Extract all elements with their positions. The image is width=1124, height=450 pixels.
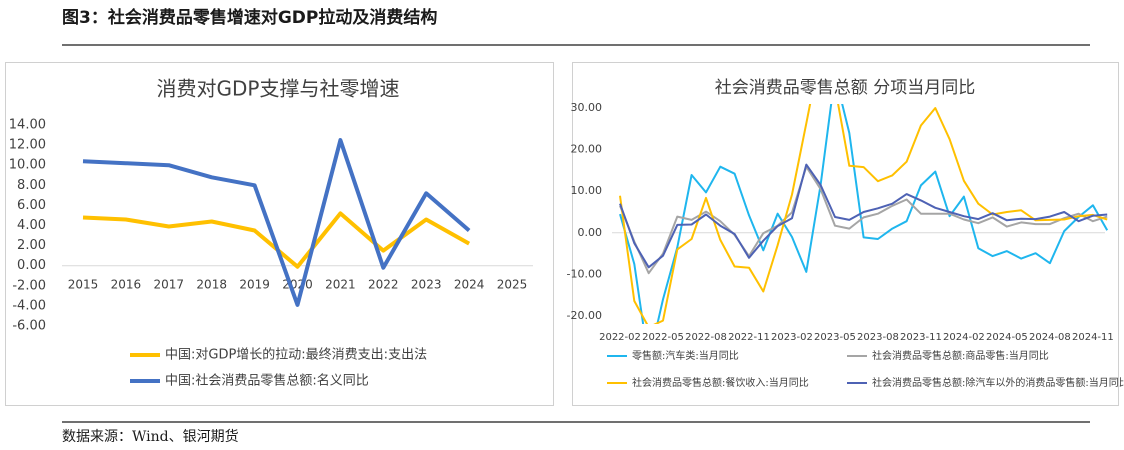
x-tick-label: 2019 xyxy=(239,278,270,292)
x-tick-label: 2023 xyxy=(411,278,442,292)
y-tick-label: 12.00 xyxy=(9,138,46,153)
y-tick-label: -20.00 xyxy=(567,309,602,322)
legend-label: 中国:对GDP增长的拉动:最终消费支出:支出法 xyxy=(165,347,427,363)
x-tick-label: 2022-05 xyxy=(642,332,684,343)
y-tick-label: 0.00 xyxy=(17,258,46,273)
series-line xyxy=(619,104,1109,324)
x-tick-label: 2024-05 xyxy=(986,332,1028,343)
y-tick-label: -6.00 xyxy=(12,319,46,334)
y-tick-label: 30.00 xyxy=(571,101,603,114)
legend-label: 社会消费品零售总额:餐饮收入:当月同比 xyxy=(632,376,809,389)
y-tick-label: 10.00 xyxy=(571,184,603,197)
chart-title: 社会消费品零售总额 分项当月同比 xyxy=(715,78,975,98)
x-tick-label: 2023-08 xyxy=(857,332,899,343)
source-note: 数据来源：Wind、银河期货 xyxy=(62,428,239,445)
x-tick-label: 2022 xyxy=(368,278,399,292)
y-tick-label: 6.00 xyxy=(17,198,46,213)
x-tick-label: 2022-02 xyxy=(599,332,641,343)
series-line xyxy=(619,163,1108,269)
series-line xyxy=(619,104,1108,324)
y-tick-label: 8.00 xyxy=(17,178,46,193)
y-tick-label: -10.00 xyxy=(567,267,602,280)
x-tick-label: 2025 xyxy=(497,278,528,292)
x-tick-label: 2022-08 xyxy=(685,332,727,343)
y-tick-label: 4.00 xyxy=(17,218,46,233)
series-line xyxy=(82,138,471,307)
plot-area xyxy=(619,104,1109,324)
y-tick-label: -2.00 xyxy=(12,278,46,293)
panel xyxy=(572,62,1119,406)
y-tick-label: -4.00 xyxy=(12,298,46,313)
plot-area xyxy=(82,138,471,307)
legend-label: 社会消费品零售总额:除汽车以外的消费品零售额:当月同比 xyxy=(872,376,1124,389)
x-tick-label: 2016 xyxy=(111,278,142,292)
legend-label: 零售额:汽车类:当月同比 xyxy=(632,349,739,362)
x-tick-label: 2024-02 xyxy=(943,332,985,343)
x-tick-label: 2023-02 xyxy=(771,332,813,343)
x-tick-label: 2023-11 xyxy=(900,332,942,343)
x-tick-label: 2021 xyxy=(325,278,356,292)
y-tick-label: 0.00 xyxy=(578,226,603,239)
panel xyxy=(5,62,554,406)
x-tick-label: 2023-05 xyxy=(814,332,856,343)
x-tick-label: 2022-11 xyxy=(728,332,770,343)
x-tick-label: 2024-11 xyxy=(1072,332,1114,343)
x-tick-label: 2024-08 xyxy=(1029,332,1071,343)
x-tick-label: 2015 xyxy=(68,278,99,292)
y-tick-label: 14.00 xyxy=(9,118,46,133)
x-tick-label: 2018 xyxy=(196,278,227,292)
y-tick-label: 2.00 xyxy=(17,238,46,253)
chart-title: 消费对GDP支撑与社零增速 xyxy=(157,77,400,101)
figure-title: 图3：社会消费品零售增速对GDP拉动及消费结构 xyxy=(62,7,437,28)
x-tick-label: 2017 xyxy=(154,278,185,292)
x-tick-label: 2024 xyxy=(454,278,485,292)
legend-label: 社会消费品零售总额:商品零售:当月同比 xyxy=(872,349,1049,362)
y-tick-label: 20.00 xyxy=(571,143,603,156)
legend-label: 中国:社会消费品零售总额:名义同比 xyxy=(165,373,369,389)
y-tick-label: 10.00 xyxy=(9,158,46,173)
